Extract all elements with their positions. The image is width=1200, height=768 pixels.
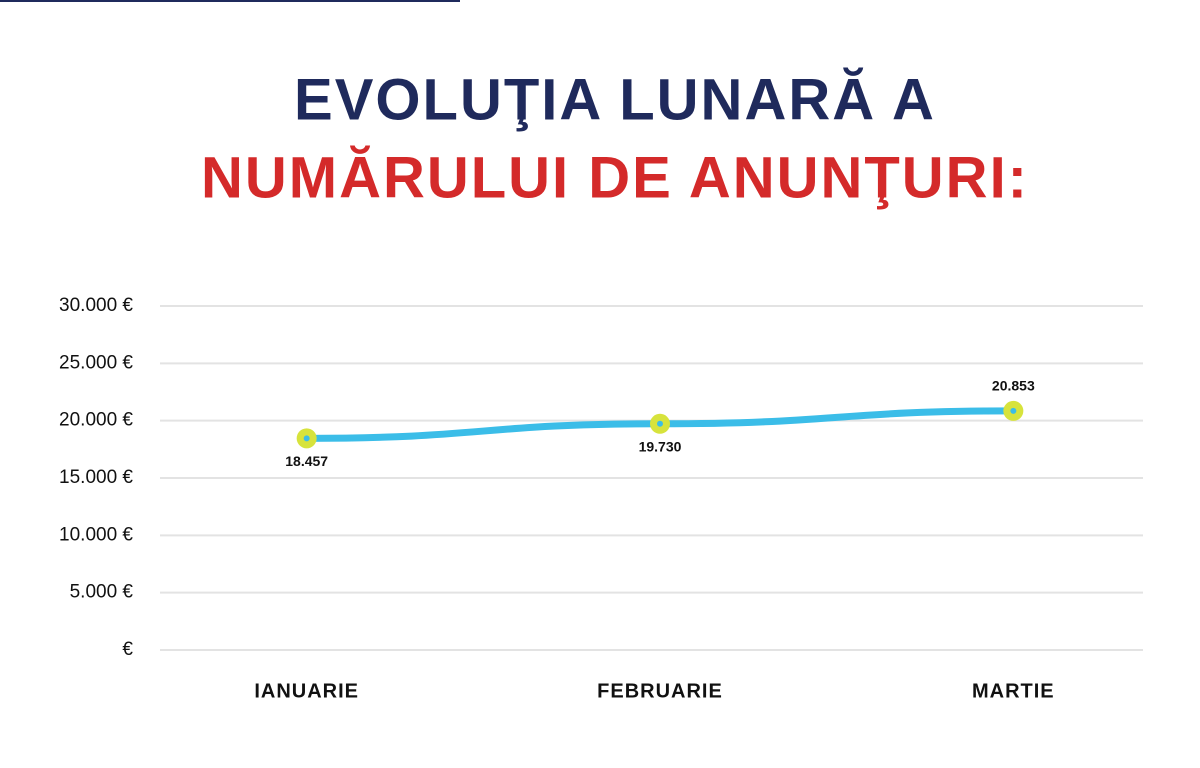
chart-title: EVOLUŢIA LUNARĂ A bbox=[294, 67, 936, 132]
marker-center bbox=[1010, 407, 1017, 414]
x-tick-label: FEBRUARIE bbox=[597, 680, 723, 702]
marker-center bbox=[303, 435, 310, 442]
y-tick-label: 15.000 € bbox=[59, 467, 133, 488]
chart-title: NUMĂRULUI DE ANUNŢURI: bbox=[201, 145, 1029, 210]
y-tick-label: 5.000 € bbox=[70, 582, 134, 603]
y-tick-label: 10.000 € bbox=[59, 524, 133, 545]
y-tick-label: 25.000 € bbox=[59, 352, 133, 373]
value-label: 19.730 bbox=[639, 438, 682, 454]
x-tick-label: IANUARIE bbox=[254, 680, 359, 702]
y-tick-label: 30.000 € bbox=[59, 295, 133, 316]
x-tick-label: MARTIE bbox=[972, 680, 1055, 702]
marker-center bbox=[657, 420, 663, 427]
y-tick-label: 20.000 € bbox=[59, 410, 133, 431]
y-tick-label: € bbox=[122, 639, 133, 660]
value-label: 18.457 bbox=[285, 453, 328, 469]
value-label: 20.853 bbox=[992, 378, 1035, 394]
